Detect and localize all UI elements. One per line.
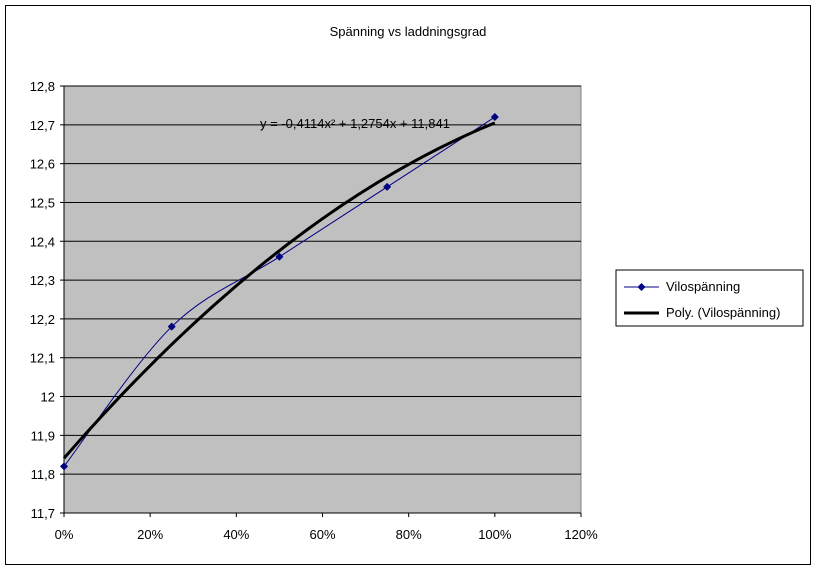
x-tick-labels: 0% 20% 40% 60% 80% 100% 120% (55, 527, 598, 542)
y-tick-label: 12,7 (30, 118, 55, 133)
y-tick-label: 12,1 (30, 351, 55, 366)
x-tick-label: 100% (478, 527, 512, 542)
legend-label-trendline: Poly. (Vilospänning) (666, 305, 780, 320)
y-tick-label: 12,6 (30, 157, 55, 172)
series-points (60, 113, 499, 471)
x-tick-label: 60% (309, 527, 335, 542)
y-tick-label: 12,5 (30, 195, 55, 210)
trendline-equation: y = -0,4114x² + 1,2754x + 11,841 (260, 116, 450, 131)
data-point (60, 462, 68, 471)
y-tick-label: 11,8 (31, 467, 55, 482)
x-tick-label: 80% (396, 527, 422, 542)
data-point (167, 322, 176, 331)
x-tick-label: 0% (55, 527, 74, 542)
chart-title: Spänning vs laddningsgrad (330, 24, 487, 39)
y-tick-label: 11,9 (31, 428, 55, 443)
y-tick-labels: 11,7 11,8 11,9 12 12,1 12,2 12,3 12,4 12,5 12,6 12… (30, 79, 55, 521)
x-tick-label: 20% (137, 527, 163, 542)
y-tick-label: 11,7 (31, 506, 55, 521)
legend-box (615, 269, 804, 327)
y-tick-label: 12,8 (30, 79, 55, 94)
data-point (490, 113, 499, 122)
plot-area (63, 85, 582, 514)
x-tick-label: 120% (564, 527, 598, 542)
legend-label-vilospanning: Vilospänning (666, 279, 740, 294)
axes (63, 86, 581, 514)
legend-marker-diamond (637, 283, 646, 291)
data-point (275, 252, 284, 261)
grid-lines (60, 85, 582, 517)
y-tick-label: 12 (41, 390, 55, 405)
legend: Vilospänning Poly. (Vilospänning) (615, 269, 804, 327)
y-tick-label: 12,4 (30, 234, 55, 249)
trendline-poly (62, 121, 496, 460)
y-tick-label: 12,2 (30, 312, 55, 327)
x-tick-label: 40% (223, 527, 249, 542)
data-point (383, 182, 392, 191)
y-tick-label: 12,3 (30, 273, 55, 288)
